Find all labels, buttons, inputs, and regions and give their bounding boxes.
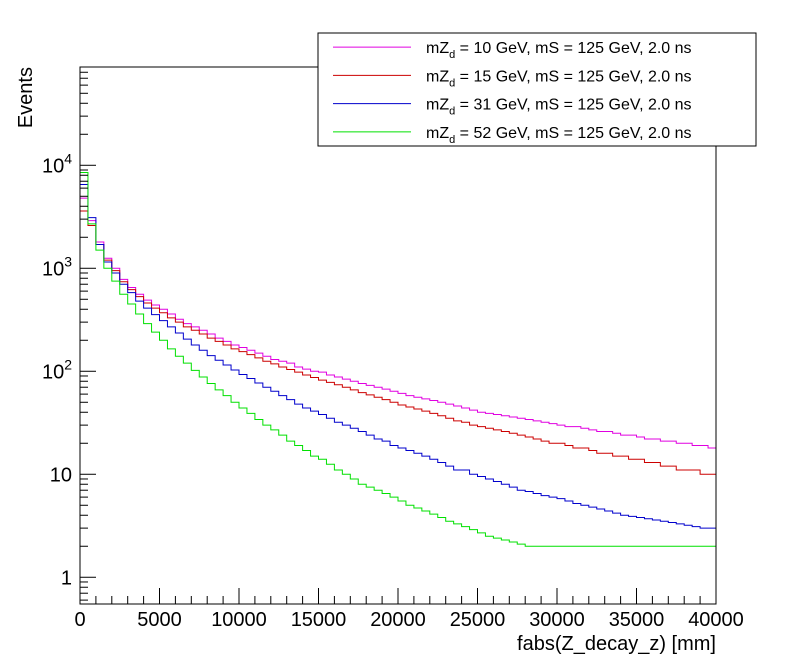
x-tick-label: 15000 xyxy=(291,609,347,631)
y-tick-label: 102 xyxy=(42,356,72,383)
x-tick-label: 10000 xyxy=(211,609,267,631)
series-layer xyxy=(79,172,716,604)
x-axis: 0 5000 10000 15000 20000 25000 30000 35000 40000 xyxy=(74,588,744,631)
y-axis: 1 10 102 103 104 xyxy=(42,66,96,601)
y-axis-title: Events xyxy=(15,67,37,128)
series-line-2 xyxy=(79,184,716,604)
x-tick-label: 30000 xyxy=(529,609,585,631)
x-tick-label: 25000 xyxy=(450,609,506,631)
x-tick-label: 35000 xyxy=(609,609,665,631)
series-line-1 xyxy=(79,210,716,604)
series-line-3 xyxy=(79,172,716,604)
x-tick-label: 0 xyxy=(74,609,85,631)
legend-box xyxy=(317,32,757,147)
legend-label: mZd = 31 GeV, mS = 125 GeV, 2.0 ns xyxy=(426,97,692,118)
x-tick-label: 40000 xyxy=(688,609,744,631)
y-tick-label: 1 xyxy=(61,567,72,589)
x-tick-label: 5000 xyxy=(137,609,182,631)
x-axis-title: fabs(Z_decay_z) [mm] xyxy=(517,633,716,655)
y-tick-label: 10 xyxy=(50,464,72,486)
legend-label: mZd = 10 GeV, mS = 125 GeV, 2.0 ns xyxy=(426,40,692,61)
legend-label: mZd = 15 GeV, mS = 125 GeV, 2.0 ns xyxy=(426,68,692,89)
y-tick-label: 104 xyxy=(42,150,72,177)
legend-label: mZd = 52 GeV, mS = 125 GeV, 2.0 ns xyxy=(426,125,692,146)
x-tick-label: 20000 xyxy=(370,609,426,631)
series-line-0 xyxy=(79,197,716,604)
legend: mZd = 10 GeV, mS = 125 GeV, 2.0 ns mZd = … xyxy=(317,32,757,147)
y-tick-label: 103 xyxy=(42,253,72,280)
